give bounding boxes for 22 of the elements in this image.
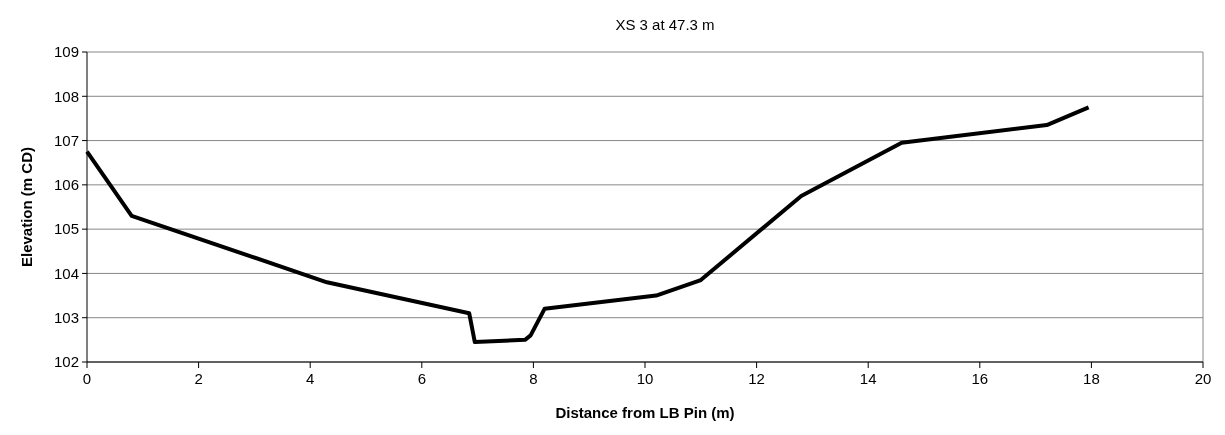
y-tick-label: 102 <box>53 353 79 371</box>
y-tick-label: 108 <box>53 87 79 105</box>
x-tick-label: 20 <box>1194 370 1212 387</box>
y-tick-label: 105 <box>53 220 79 238</box>
y-tick-label: 109 <box>53 43 79 61</box>
x-tick-label: 2 <box>194 370 203 387</box>
x-tick-label: 6 <box>417 370 426 387</box>
y-tick-label: 103 <box>53 308 79 326</box>
x-tick-label: 0 <box>82 370 92 387</box>
x-tick-label: 4 <box>306 370 315 387</box>
chart-title: XS 3 at 47.3 m <box>615 16 715 33</box>
y-tick-label: 106 <box>53 176 79 194</box>
x-tick-label: 12 <box>748 370 765 387</box>
y-tick-label: 107 <box>53 131 79 149</box>
y-tick-label: 104 <box>53 264 79 282</box>
x-tick-label: 14 <box>859 370 877 387</box>
x-tick-label: 10 <box>636 370 654 387</box>
x-tick-label: 8 <box>529 370 538 387</box>
x-tick-label: 18 <box>1083 370 1100 387</box>
x-axis-title: Distance from LB Pin (m) <box>555 404 735 421</box>
y-axis-title: Elevation (m CD) <box>18 146 35 268</box>
x-tick-label: 16 <box>971 370 989 387</box>
